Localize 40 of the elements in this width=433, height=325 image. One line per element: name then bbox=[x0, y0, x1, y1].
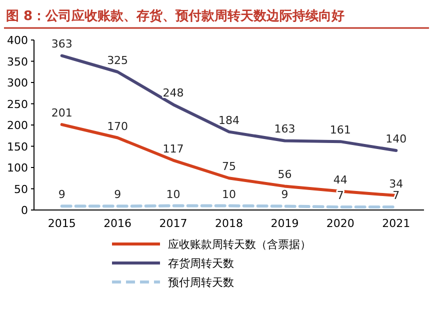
y-tick-label: 400 bbox=[7, 34, 28, 47]
x-tick-label: 2018 bbox=[215, 217, 243, 230]
data-label: 163 bbox=[274, 122, 296, 136]
x-tick-label: 2020 bbox=[326, 217, 354, 230]
chart-title: 图 8：公司应收账款、存货、预付款周转天数边际持续向好 bbox=[6, 8, 345, 24]
data-label: 9 bbox=[114, 188, 122, 202]
data-label: 56 bbox=[278, 168, 292, 182]
data-label: 325 bbox=[107, 54, 128, 67]
data-label: 363 bbox=[51, 38, 72, 51]
y-tick-label: 200 bbox=[7, 119, 28, 132]
legend-label: 应收账款周转天数（含票据） bbox=[168, 238, 311, 251]
x-tick-label: 2017 bbox=[159, 217, 188, 230]
data-label: 184 bbox=[218, 114, 240, 127]
data-label: 10 bbox=[222, 188, 236, 201]
y-tick-label: 350 bbox=[7, 55, 28, 68]
data-label: 161 bbox=[330, 124, 351, 137]
data-label: 117 bbox=[162, 142, 184, 156]
data-label: 75 bbox=[222, 160, 236, 174]
x-tick-label: 2019 bbox=[270, 217, 299, 230]
data-label: 201 bbox=[51, 106, 72, 120]
data-label: 34 bbox=[389, 178, 404, 191]
data-label: 248 bbox=[162, 86, 184, 100]
x-tick-label: 2016 bbox=[104, 217, 132, 230]
data-label: 7 bbox=[336, 189, 344, 202]
x-tick-label: 2021 bbox=[382, 217, 410, 230]
data-label: 140 bbox=[386, 132, 407, 146]
data-label: 44 bbox=[333, 173, 348, 186]
x-tick-label: 2015 bbox=[48, 217, 76, 230]
y-tick-label: 0 bbox=[21, 204, 28, 217]
y-tick-label: 250 bbox=[7, 98, 28, 111]
data-label: 9 bbox=[281, 188, 288, 202]
y-tick-label: 100 bbox=[7, 162, 28, 174]
data-label: 9 bbox=[58, 188, 66, 202]
y-tick-label: 300 bbox=[7, 76, 28, 90]
legend-label: 存货周转天数 bbox=[168, 257, 234, 270]
data-label: 10 bbox=[166, 188, 180, 201]
data-label: 170 bbox=[107, 120, 128, 133]
y-tick-label: 150 bbox=[7, 140, 28, 154]
legend-label: 预付周转天数 bbox=[168, 276, 234, 289]
y-tick-label: 50 bbox=[14, 182, 28, 196]
